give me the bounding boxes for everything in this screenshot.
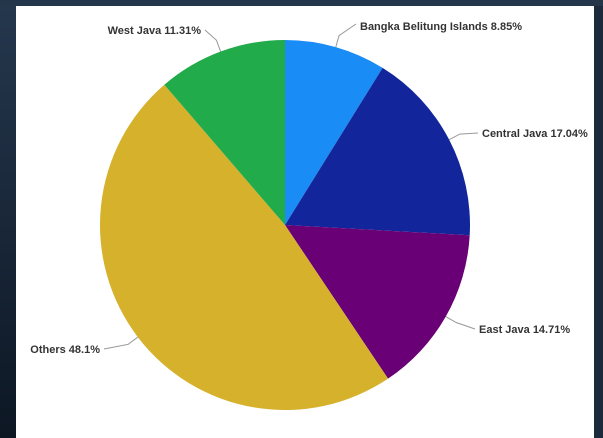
slice-label-others: Others 48.1% — [30, 344, 100, 356]
slice-label-bangka-belitung: Bangka Belitung Islands 8.85% — [360, 21, 522, 33]
pie-slice-bangka-belitung-islands — [285, 40, 383, 225]
label-connector-others — [103, 336, 139, 350]
window-left-border — [0, 6, 16, 438]
pie-slice-west-java — [164, 39, 285, 225]
pie-slices — [99, 39, 470, 411]
slice-label-central-java: Central Java 17.04% — [482, 128, 588, 140]
label-connector-west-java — [204, 29, 222, 52]
label-connector-east-java — [445, 316, 476, 330]
label-connectors — [103, 23, 479, 350]
slice-label-east-java: East Java 14.71% — [479, 324, 570, 336]
window-top-border — [0, 0, 603, 6]
label-connector-central-java — [448, 132, 479, 141]
slice-labels: Bangka Belitung Islands 8.85% Central Ja… — [30, 21, 588, 356]
pie-chart-panel: Bangka Belitung Islands 8.85% Central Ja… — [16, 6, 594, 438]
pie-slice-others — [99, 84, 389, 411]
label-connector-bangka-belitung-islands — [335, 23, 357, 48]
pie-chart: Bangka Belitung Islands 8.85% Central Ja… — [30, 21, 588, 411]
pie-slice-east-java — [285, 225, 470, 379]
slice-label-west-java: West Java 11.31% — [108, 25, 202, 37]
pie-slice-central-java — [285, 67, 470, 236]
window-right-border — [594, 6, 603, 438]
